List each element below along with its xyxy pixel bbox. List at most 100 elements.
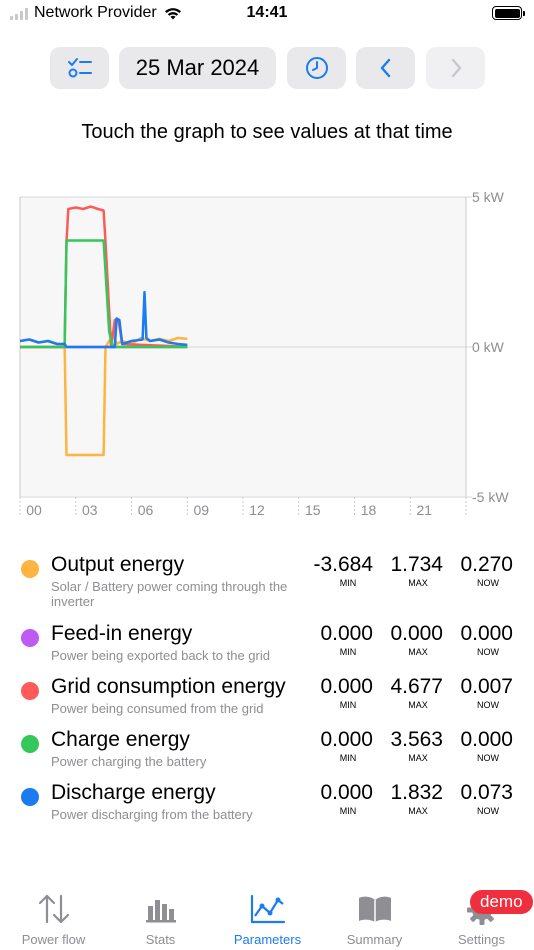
series-color-dot [21, 560, 39, 578]
stat-max: 1.832 MAX [373, 781, 443, 816]
x-tick-label: 06 [138, 502, 154, 518]
stat-max-value: 3.563 [390, 728, 443, 751]
tab-power-flow[interactable]: Power flow [0, 880, 107, 950]
legend-row[interactable]: Discharge energy Power discharging from t… [0, 781, 534, 831]
stat-max-value: 4.677 [390, 675, 443, 698]
previous-day-button[interactable] [356, 47, 415, 89]
series-color-dot [21, 682, 39, 700]
stat-min: 0.000 MIN [303, 675, 373, 710]
series-color-dot [21, 629, 39, 647]
stat-now-value: 0.073 [460, 781, 513, 804]
stat-now-label: NOW [477, 700, 499, 710]
tab-label: Settings [458, 932, 505, 947]
stat-now-label: NOW [477, 806, 499, 816]
next-day-button[interactable] [426, 47, 485, 89]
chart-hint: Touch the graph to see values at that ti… [81, 121, 453, 143]
tab-label: Parameters [233, 932, 302, 947]
arrows-up-down-icon [38, 894, 69, 924]
x-tick-label: 21 [416, 502, 432, 518]
clock-icon [305, 57, 328, 79]
checklist-icon [67, 58, 92, 78]
series-name: Charge energy [51, 728, 190, 751]
series-description: Power being exported back to the grid [51, 648, 270, 663]
stat-max-value: 0.000 [390, 622, 443, 645]
signal-icon [10, 7, 28, 20]
legend-row[interactable]: Charge energy Power charging the battery 0… [0, 728, 534, 778]
series-line-discharge-energy [19, 290, 188, 349]
power-chart[interactable]: 5 kW 0 kW -5 kW 00 03 06 09 12 15 18 21 [0, 180, 534, 530]
stat-now-value: 0.000 [460, 622, 513, 645]
series-name: Grid consumption energy [51, 675, 286, 698]
x-tick-label: 00 [26, 502, 42, 518]
series-description: Power being consumed from the grid [51, 701, 264, 716]
tab-label: Stats [145, 932, 176, 947]
line-chart-icon [250, 894, 285, 924]
battery-icon [492, 6, 525, 20]
series-name: Discharge energy [51, 781, 216, 804]
series-name: Output energy [51, 553, 185, 576]
x-tick-label: 03 [82, 502, 98, 518]
stat-max: 4.677 MAX [373, 675, 443, 710]
y-tick-label: 5 kW [472, 189, 505, 205]
series-description: Power charging the battery [51, 754, 207, 769]
select-parameters-button[interactable] [50, 47, 109, 89]
stat-min-value: 0.000 [320, 728, 373, 751]
stat-max: 1.734 MAX [373, 553, 443, 588]
stat-max-value: 1.734 [390, 553, 443, 576]
stat-now-label: NOW [477, 578, 499, 588]
legend-row[interactable]: Grid consumption energy Power being consu… [0, 675, 534, 725]
stat-min-label: MIN [339, 753, 357, 763]
tab-stats[interactable]: Stats [107, 880, 214, 950]
stat-now-label: NOW [477, 753, 499, 763]
chevron-left-icon [380, 58, 390, 78]
stat-now-value: 0.000 [460, 728, 513, 751]
x-tick-label: 18 [361, 502, 377, 518]
stat-min-label: MIN [339, 806, 357, 816]
demo-badge: demo [470, 890, 533, 914]
chevron-right-icon [451, 58, 461, 78]
stat-min-label: MIN [339, 647, 357, 657]
y-tick-label: -5 kW [472, 489, 509, 505]
stat-now: 0.270 NOW [443, 553, 513, 588]
legend-row[interactable]: Output energy Solar / Battery power comin… [0, 553, 534, 609]
date-picker-button[interactable]: 25 Mar 2024 [119, 47, 276, 89]
series-color-dot [21, 735, 39, 753]
stat-max: 3.563 MAX [373, 728, 443, 763]
stat-max-label: MAX [408, 806, 428, 816]
x-tick-label: 12 [249, 502, 265, 518]
stat-now: 0.000 NOW [443, 622, 513, 657]
stat-now: 0.000 NOW [443, 728, 513, 763]
power-chart-svg[interactable]: 5 kW 0 kW -5 kW 00 03 06 09 12 15 18 21 [0, 180, 534, 525]
tab-parameters[interactable]: Parameters [214, 880, 321, 950]
stat-min-label: MIN [339, 578, 357, 588]
stat-min-value: 0.000 [320, 781, 373, 804]
stat-min-value: -3.684 [313, 553, 373, 576]
carrier-label: Network Provider [34, 4, 157, 21]
stat-now-label: NOW [477, 647, 499, 657]
stat-max-label: MAX [408, 700, 428, 710]
stat-max: 0.000 MAX [373, 622, 443, 657]
status-bar: Network Provider 14:41 [0, 0, 534, 30]
time-button[interactable] [287, 47, 346, 89]
bar-chart-icon [145, 900, 176, 923]
series-name: Feed-in energy [51, 622, 193, 645]
stat-min-label: MIN [339, 700, 357, 710]
stat-now-value: 0.270 [460, 553, 513, 576]
y-tick-label: 0 kW [472, 339, 505, 355]
wifi-icon [164, 8, 181, 20]
x-tick-label: 15 [305, 502, 321, 518]
stat-now: 0.073 NOW [443, 781, 513, 816]
stat-max-value: 1.832 [390, 781, 443, 804]
stat-min: 0.000 MIN [303, 781, 373, 816]
stat-min-value: 0.000 [320, 622, 373, 645]
book-icon [358, 896, 391, 922]
series-color-dot [21, 788, 39, 806]
tab-label: Power flow [21, 932, 86, 947]
tab-summary[interactable]: Summary [321, 880, 428, 950]
stat-now-value: 0.007 [460, 675, 513, 698]
stat-now: 0.007 NOW [443, 675, 513, 710]
legend-row[interactable]: Feed-in energy Power being exported back … [0, 622, 534, 672]
status-time: 14:41 [246, 4, 288, 21]
stat-min: 0.000 MIN [303, 728, 373, 763]
stat-max-label: MAX [408, 647, 428, 657]
